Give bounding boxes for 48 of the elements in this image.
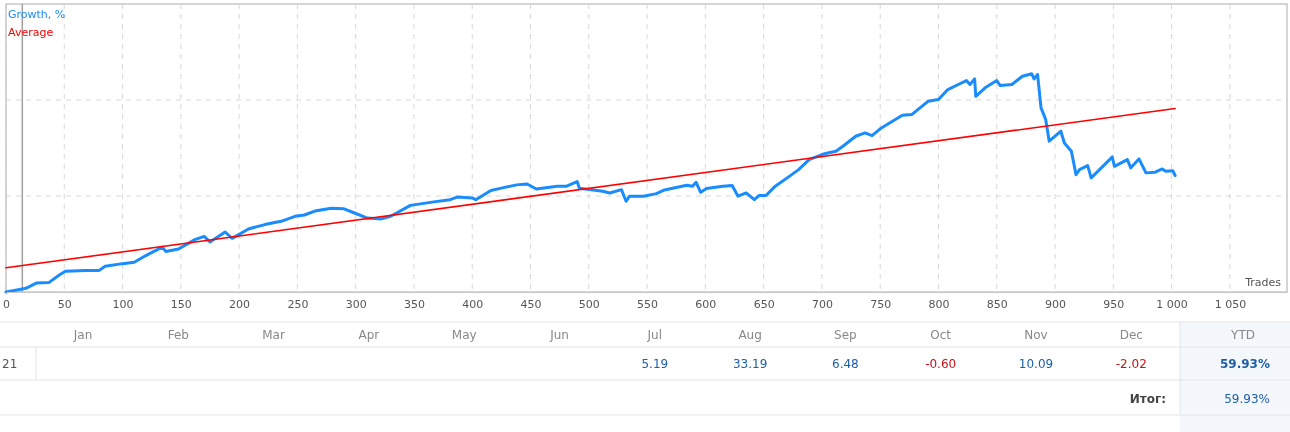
- text: May: [451, 328, 477, 342]
- x-axis-title: Trades: [1244, 276, 1282, 289]
- x-tick-label: 250: [287, 297, 309, 311]
- text: Dec: [1119, 328, 1143, 342]
- text: YTD: [1230, 328, 1255, 342]
- x-tick-label: 750: [870, 297, 892, 311]
- text: Average: [8, 26, 54, 39]
- text: 59.93%: [1220, 357, 1270, 371]
- x-tick-label: 400: [462, 297, 484, 311]
- x-tick-label: 600: [695, 297, 717, 311]
- x-tick-label: 550: [637, 297, 659, 311]
- x-tick-label: 100: [112, 297, 134, 311]
- x-tick-label: 800: [928, 297, 950, 311]
- text: Aug: [738, 328, 762, 342]
- text: Mar: [262, 328, 285, 342]
- text: Итог:: [1129, 392, 1166, 406]
- text: Sep: [834, 328, 857, 342]
- x-tick-label: 450: [520, 297, 542, 311]
- x-tick-label: 350: [403, 297, 425, 311]
- x-tick-label: 950: [1103, 297, 1125, 311]
- text: 21: [2, 357, 18, 371]
- x-tick-label: 1 000: [1156, 297, 1188, 311]
- x-tick-label: 200: [229, 297, 251, 311]
- x-tick-label: 0: [3, 297, 10, 311]
- text: Apr: [358, 328, 380, 342]
- x-tick-label: 50: [57, 297, 72, 311]
- text: 10.09: [1018, 357, 1054, 371]
- text: Jun: [549, 328, 569, 342]
- x-tick-label: 650: [753, 297, 775, 311]
- text: -0.60: [925, 357, 957, 371]
- x-tick-label: 700: [811, 297, 833, 311]
- text: Jan: [72, 328, 93, 342]
- text: Oct: [930, 328, 952, 342]
- x-tick-label: 300: [345, 297, 367, 311]
- text: Feb: [167, 328, 189, 342]
- text: Jul: [646, 328, 663, 342]
- text: Growth, %: [8, 8, 66, 21]
- text: 33.19: [732, 357, 768, 371]
- x-tick-label: 850: [986, 297, 1008, 311]
- text: Nov: [1024, 328, 1048, 342]
- text: 59.93%: [1224, 392, 1270, 406]
- x-tick-label: 1 050: [1214, 297, 1247, 311]
- x-tick-label: 900: [1045, 297, 1067, 311]
- text: -2.02: [1115, 357, 1147, 371]
- text: 6.48: [832, 357, 859, 371]
- text: 5.19: [641, 357, 669, 371]
- x-tick-label: 150: [170, 297, 192, 311]
- x-tick-label: 500: [578, 297, 600, 311]
